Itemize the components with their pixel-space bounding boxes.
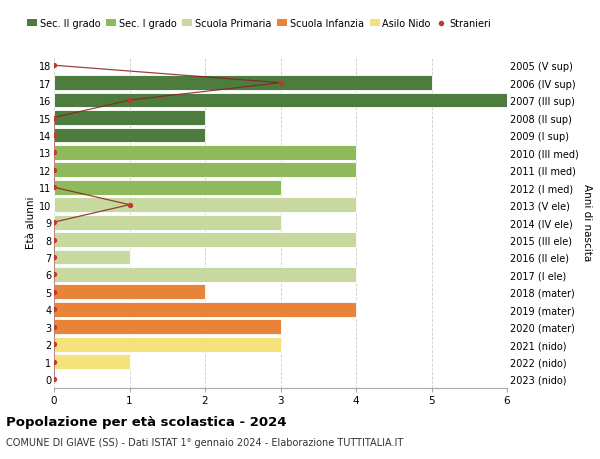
- Bar: [54, 285, 205, 300]
- Point: [49, 289, 59, 296]
- Bar: [54, 163, 356, 178]
- Bar: [54, 302, 356, 317]
- Bar: [54, 319, 281, 334]
- Point: [49, 323, 59, 330]
- Bar: [54, 180, 281, 195]
- Point: [49, 184, 59, 191]
- Point: [49, 149, 59, 157]
- Point: [276, 80, 286, 87]
- Point: [49, 236, 59, 244]
- Point: [125, 97, 134, 105]
- Point: [49, 219, 59, 226]
- Bar: [54, 215, 281, 230]
- Bar: [54, 268, 356, 282]
- Text: Popolazione per età scolastica - 2024: Popolazione per età scolastica - 2024: [6, 415, 287, 428]
- Point: [49, 375, 59, 383]
- Y-axis label: Età alunni: Età alunni: [26, 196, 36, 249]
- Bar: [54, 198, 356, 213]
- Bar: [54, 111, 205, 126]
- Bar: [54, 354, 130, 369]
- Point: [49, 358, 59, 365]
- Bar: [54, 76, 431, 91]
- Point: [49, 167, 59, 174]
- Point: [49, 132, 59, 140]
- Point: [49, 62, 59, 70]
- Point: [49, 341, 59, 348]
- Y-axis label: Anni di nascita: Anni di nascita: [583, 184, 592, 261]
- Bar: [54, 337, 281, 352]
- Bar: [54, 146, 356, 161]
- Legend: Sec. II grado, Sec. I grado, Scuola Primaria, Scuola Infanzia, Asilo Nido, Stran: Sec. II grado, Sec. I grado, Scuola Prim…: [27, 19, 491, 29]
- Point: [49, 115, 59, 122]
- Bar: [54, 94, 545, 108]
- Bar: [54, 233, 356, 247]
- Point: [125, 202, 134, 209]
- Point: [49, 271, 59, 279]
- Text: COMUNE DI GIAVE (SS) - Dati ISTAT 1° gennaio 2024 - Elaborazione TUTTITALIA.IT: COMUNE DI GIAVE (SS) - Dati ISTAT 1° gen…: [6, 437, 403, 447]
- Bar: [54, 250, 130, 265]
- Point: [49, 306, 59, 313]
- Bar: [54, 128, 205, 143]
- Point: [49, 254, 59, 261]
